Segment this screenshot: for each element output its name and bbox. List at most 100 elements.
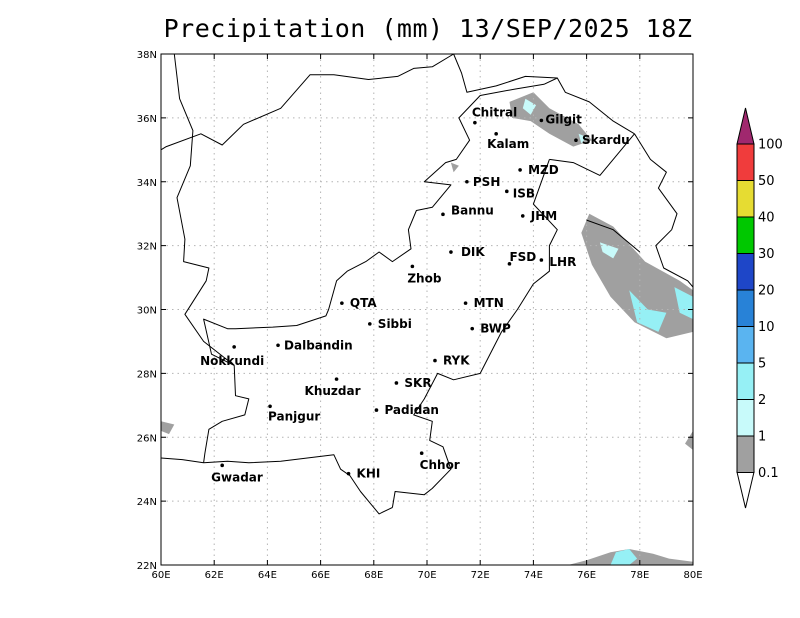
- colorbar-swatch: [736, 253, 755, 291]
- colorbar-legend: 0.1 1 2 5 10 20 30 40 50 100: [736, 107, 783, 509]
- colorbar-swatch: [736, 326, 755, 364]
- y-tick-label: 30N: [137, 306, 157, 317]
- border-line: [549, 133, 635, 176]
- x-tick-label: 68E: [364, 570, 383, 581]
- x-tick-label: 74E: [524, 570, 543, 581]
- colorbar-label: 2: [758, 393, 766, 408]
- city-marker: [539, 118, 544, 123]
- x-tick-label: 64E: [258, 570, 277, 581]
- city-label: MTN: [474, 296, 504, 310]
- city-label: LHR: [549, 255, 576, 269]
- precipitation-shading-layer: [161, 92, 693, 565]
- city-marker: [473, 120, 477, 125]
- x-tick-label: 62E: [205, 570, 224, 581]
- y-tick-label: 28N: [137, 369, 157, 380]
- city-label: Bannu: [451, 203, 494, 217]
- city-marker: [574, 138, 578, 143]
- city-label: Gwadar: [211, 470, 263, 484]
- precipitation-area: [578, 133, 587, 144]
- city-marker: [463, 301, 468, 305]
- y-tick-label: 22N: [137, 561, 157, 572]
- city-label: Chitral: [472, 106, 517, 120]
- city-marker: [505, 189, 509, 194]
- precipitation-area: [161, 421, 175, 435]
- colorbar-label: 20: [758, 284, 775, 299]
- y-tick-label: 34N: [137, 178, 157, 189]
- border-line: [586, 219, 641, 253]
- city-marker: [433, 358, 437, 363]
- colorbar-swatch: [736, 289, 755, 327]
- border-line: [160, 53, 454, 151]
- lat-lon-grid: [161, 54, 693, 565]
- precipitation-area: [450, 162, 459, 173]
- city-label: KHI: [357, 467, 381, 481]
- city-marker: [520, 214, 525, 218]
- colorbar-swatch: [736, 362, 755, 400]
- city-marker: [276, 343, 280, 348]
- city-marker: [507, 262, 512, 266]
- colorbar-swatch: [736, 180, 755, 218]
- city-label: Kalam: [487, 137, 529, 151]
- city-marker: [340, 301, 344, 305]
- city-label: ISB: [513, 186, 535, 200]
- colorbar-label: 1: [758, 430, 766, 445]
- city-label: Chhor: [420, 458, 460, 472]
- border-line: [556, 77, 635, 135]
- x-tick-label: 60E: [151, 570, 170, 581]
- border-line: [634, 133, 678, 230]
- city-marker: [374, 408, 379, 412]
- border-line: [391, 159, 558, 508]
- y-tick-label: 26N: [137, 433, 157, 444]
- colorbar-swatch: [736, 143, 755, 181]
- city-label: Dalbandin: [284, 338, 353, 352]
- city-label: Panjgur: [268, 409, 320, 423]
- city-marker: [494, 132, 498, 136]
- x-tick-label: 78E: [630, 570, 649, 581]
- precipitation-area: [610, 549, 638, 565]
- colorbar-label: 30: [758, 247, 775, 262]
- city-marker: [346, 471, 351, 476]
- precipitation-area: [581, 213, 693, 339]
- colorbar-label: 5: [758, 357, 766, 372]
- x-tick-label: 80E: [683, 570, 702, 581]
- colorbar-label: 10: [758, 320, 775, 335]
- city-markers: Chitral Gilgit Kalam Skardu MZD PSH ISB JHM Bann…: [200, 106, 630, 485]
- x-tick-label: 76E: [577, 570, 596, 581]
- y-tick-label: 38N: [137, 50, 157, 61]
- colorbar-swatch: [736, 399, 755, 437]
- city-marker: [334, 377, 339, 381]
- y-tick-label: 36N: [137, 114, 157, 125]
- city-marker: [465, 179, 469, 184]
- colorbar-label: 100: [758, 138, 783, 153]
- precipitation-area: [674, 287, 693, 320]
- city-label: DIK: [461, 245, 485, 259]
- border-line: [655, 229, 694, 288]
- city-marker: [441, 212, 445, 217]
- map-title: Precipitation (mm) 13/SEP/2025 18Z: [163, 14, 693, 43]
- city-label: Gilgit: [545, 112, 582, 126]
- city-marker: [539, 258, 544, 262]
- city-label: Khuzdar: [305, 384, 361, 398]
- city-label: Padidan: [384, 403, 439, 417]
- city-label: QTA: [350, 296, 377, 310]
- x-tick-label: 72E: [471, 570, 490, 581]
- city-label: RYK: [443, 354, 470, 368]
- city-label: PSH: [473, 175, 500, 189]
- city-marker: [268, 404, 272, 409]
- city-marker: [220, 463, 224, 468]
- country-borders: [160, 53, 694, 515]
- city-label: BWP: [480, 322, 511, 336]
- y-tick-label: 24N: [137, 497, 157, 508]
- city-marker: [419, 451, 424, 456]
- precipitation-area: [685, 430, 693, 450]
- border-line: [160, 457, 204, 464]
- border-line: [453, 53, 558, 93]
- x-tick-label: 70E: [417, 570, 436, 581]
- colorbar-label: 50: [758, 174, 775, 189]
- precipitation-area: [522, 98, 537, 115]
- city-marker: [410, 264, 415, 269]
- city-label: Zhob: [407, 271, 441, 285]
- x-tick-label: 66E: [311, 570, 330, 581]
- y-tick-label: 32N: [137, 242, 157, 253]
